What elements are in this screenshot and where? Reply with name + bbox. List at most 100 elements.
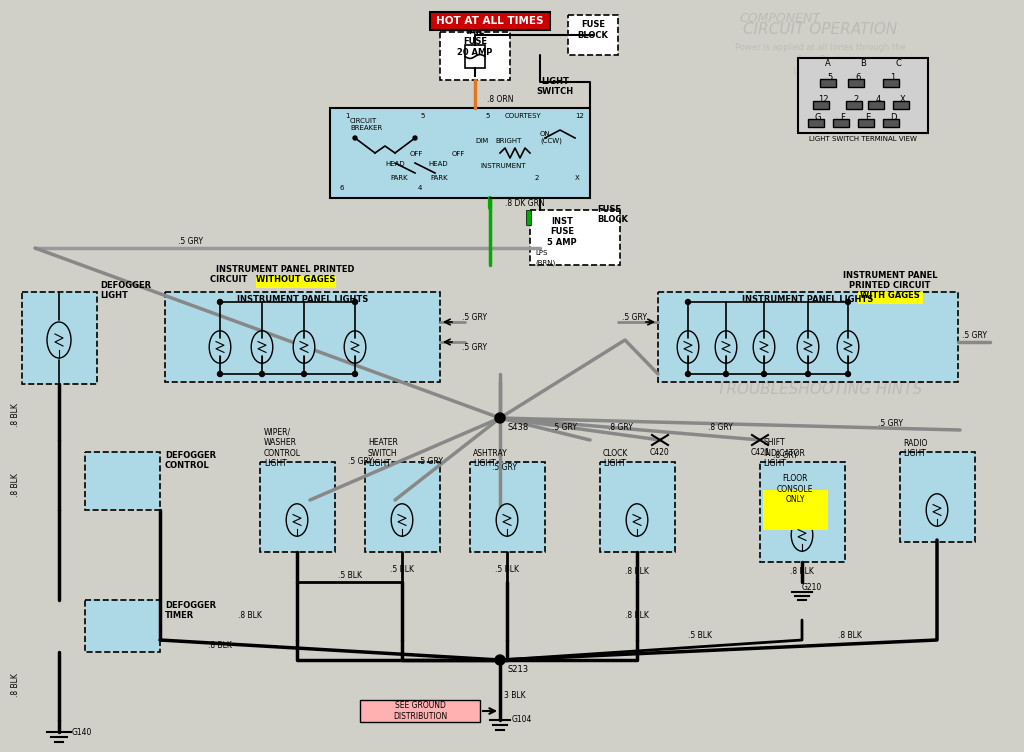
FancyBboxPatch shape bbox=[85, 600, 160, 652]
Text: OFF: OFF bbox=[452, 151, 465, 157]
Ellipse shape bbox=[251, 331, 272, 363]
Bar bbox=[858, 292, 923, 304]
FancyBboxPatch shape bbox=[85, 452, 160, 510]
Text: SEE GROUND
DISTRIBUTION: SEE GROUND DISTRIBUTION bbox=[393, 702, 447, 720]
Text: G140: G140 bbox=[72, 728, 92, 737]
Ellipse shape bbox=[391, 504, 413, 536]
Text: .5 GRY: .5 GRY bbox=[347, 457, 373, 466]
Text: .8 BLK: .8 BLK bbox=[208, 641, 232, 650]
Text: G: G bbox=[815, 114, 821, 123]
FancyBboxPatch shape bbox=[760, 462, 845, 562]
Bar bbox=[330, 108, 590, 198]
Text: Fuse Block: Fuse Block bbox=[798, 55, 843, 64]
Text: Light Switch,: Light Switch, bbox=[793, 67, 847, 76]
Text: 3 BLK: 3 BLK bbox=[504, 690, 525, 699]
Text: .5 GRY: .5 GRY bbox=[463, 342, 487, 351]
Text: .8 BLK: .8 BLK bbox=[238, 611, 262, 620]
Bar bbox=[833, 119, 849, 127]
Text: .8 BLK: .8 BLK bbox=[10, 403, 19, 427]
Ellipse shape bbox=[47, 322, 71, 358]
Ellipse shape bbox=[926, 494, 948, 526]
Text: INSTRUMENT: INSTRUMENT bbox=[480, 163, 525, 169]
Circle shape bbox=[217, 371, 222, 377]
Bar bbox=[430, 12, 550, 30]
Bar bbox=[868, 101, 884, 109]
Text: HEAD: HEAD bbox=[385, 161, 404, 167]
FancyBboxPatch shape bbox=[440, 32, 510, 80]
FancyBboxPatch shape bbox=[600, 462, 675, 552]
Ellipse shape bbox=[627, 504, 648, 536]
Text: 2: 2 bbox=[853, 96, 859, 105]
FancyBboxPatch shape bbox=[470, 462, 545, 552]
Text: .5 GRY: .5 GRY bbox=[177, 236, 203, 245]
Text: SHIFT
INDICATOR
LIGHT: SHIFT INDICATOR LIGHT bbox=[763, 438, 805, 468]
Circle shape bbox=[352, 371, 357, 377]
Text: G104: G104 bbox=[512, 715, 532, 724]
Bar bbox=[256, 276, 336, 288]
Text: .8 BLK: .8 BLK bbox=[838, 630, 862, 639]
Text: BRIGHT: BRIGHT bbox=[495, 138, 521, 144]
Text: C420: C420 bbox=[650, 448, 670, 457]
Text: OFF: OFF bbox=[410, 151, 423, 157]
Bar bbox=[820, 79, 836, 87]
Circle shape bbox=[762, 371, 767, 377]
Bar bbox=[360, 700, 480, 722]
Text: DEFOGGER
LIGHT: DEFOGGER LIGHT bbox=[100, 280, 152, 300]
Text: .5 BLK: .5 BLK bbox=[495, 566, 519, 575]
Text: .8 GRY: .8 GRY bbox=[708, 423, 732, 432]
Ellipse shape bbox=[754, 331, 775, 363]
Text: CIRCUIT: CIRCUIT bbox=[210, 275, 250, 284]
Ellipse shape bbox=[715, 331, 737, 363]
Text: .8 DK GRN: .8 DK GRN bbox=[505, 199, 545, 208]
Text: 4: 4 bbox=[418, 185, 422, 191]
Ellipse shape bbox=[293, 331, 314, 363]
Circle shape bbox=[685, 299, 690, 305]
Text: .5 GRY: .5 GRY bbox=[493, 463, 517, 472]
Bar bbox=[798, 58, 928, 133]
Bar bbox=[526, 210, 531, 225]
Bar bbox=[893, 101, 909, 109]
Text: FLOOR
CONSOLE
ONLY: FLOOR CONSOLE ONLY bbox=[777, 475, 813, 504]
Text: .5 GRY: .5 GRY bbox=[878, 419, 902, 427]
FancyBboxPatch shape bbox=[365, 462, 440, 552]
Text: COURTESY: COURTESY bbox=[505, 113, 542, 119]
Text: DIM: DIM bbox=[475, 138, 488, 144]
Text: .8 BLK: .8 BLK bbox=[625, 568, 649, 577]
Text: RADIO
LIGHT: RADIO LIGHT bbox=[903, 438, 928, 458]
Text: C421: C421 bbox=[751, 448, 770, 457]
Ellipse shape bbox=[344, 331, 366, 363]
Text: PARK: PARK bbox=[430, 175, 447, 181]
Text: 1: 1 bbox=[891, 74, 896, 83]
Text: .5 GRY: .5 GRY bbox=[553, 423, 578, 432]
Circle shape bbox=[724, 371, 728, 377]
FancyBboxPatch shape bbox=[530, 210, 620, 265]
Text: DEFOGGER
TIMER: DEFOGGER TIMER bbox=[165, 601, 216, 620]
Text: CIRCUIT
BREAKER: CIRCUIT BREAKER bbox=[350, 118, 382, 131]
Text: F: F bbox=[841, 114, 846, 123]
Text: .8 BLK: .8 BLK bbox=[791, 568, 814, 577]
Text: INSTRUMENT PANEL LIGHTS: INSTRUMENT PANEL LIGHTS bbox=[237, 295, 368, 304]
Circle shape bbox=[353, 136, 357, 140]
Text: 5: 5 bbox=[485, 113, 489, 119]
Circle shape bbox=[806, 371, 811, 377]
Text: .5 BLK: .5 BLK bbox=[688, 630, 712, 639]
Text: INST
FUSE
5 AMP: INST FUSE 5 AMP bbox=[547, 217, 577, 247]
Text: FUSE
BLOCK: FUSE BLOCK bbox=[578, 20, 608, 40]
Text: 5: 5 bbox=[827, 74, 833, 83]
Circle shape bbox=[413, 136, 417, 140]
Text: PARK: PARK bbox=[390, 175, 408, 181]
Bar bbox=[813, 101, 829, 109]
Ellipse shape bbox=[209, 331, 230, 363]
Bar bbox=[808, 119, 824, 127]
Text: S438: S438 bbox=[508, 423, 529, 432]
Text: LPS: LPS bbox=[535, 250, 548, 256]
Circle shape bbox=[846, 371, 851, 377]
Text: DEFOGGER
CONTROL: DEFOGGER CONTROL bbox=[165, 450, 216, 470]
Text: Power is applied at all times through the: Power is applied at all times through th… bbox=[734, 43, 905, 52]
Text: TROUBLESHOOTING HINTS: TROUBLESHOOTING HINTS bbox=[718, 383, 923, 398]
Text: 5: 5 bbox=[420, 113, 424, 119]
Text: .8 BLK: .8 BLK bbox=[10, 473, 19, 497]
Circle shape bbox=[495, 413, 505, 423]
Text: 1: 1 bbox=[345, 113, 349, 119]
Text: .8 ORN: .8 ORN bbox=[486, 96, 513, 105]
